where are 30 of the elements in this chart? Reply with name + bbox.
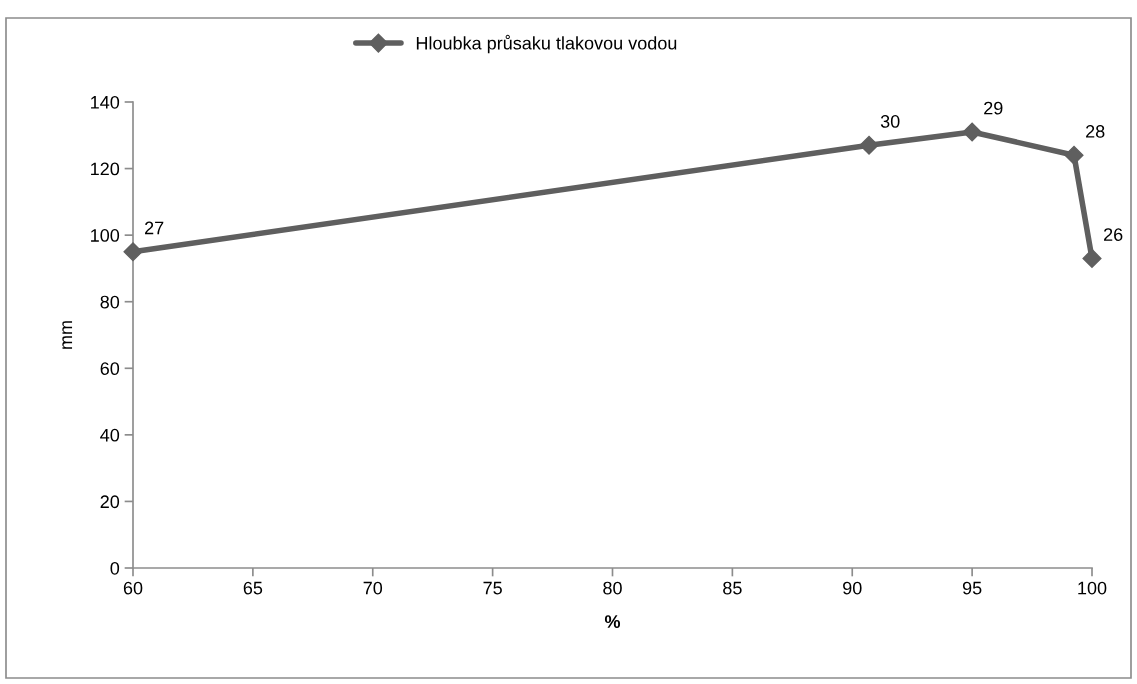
x-tick-label: 90	[843, 581, 862, 595]
annotation: 28	[1086, 125, 1105, 138]
annotation: 29	[984, 101, 1003, 115]
y-tick-label: 140	[91, 95, 120, 109]
y-tick-label: 0	[110, 561, 120, 575]
x-tick-label: 75	[483, 581, 502, 595]
y-tick-label: 60	[100, 362, 120, 376]
legend-label: Hloubka průsaku tlakovou vodou	[416, 34, 677, 54]
y-tick-label: 20	[100, 495, 120, 509]
point	[1064, 145, 1084, 165]
x-tick-label: 70	[363, 581, 383, 595]
x-tick-label: 60	[123, 581, 143, 595]
x-axis-title: %	[604, 615, 621, 628]
y-tick-label: 120	[91, 162, 120, 176]
point	[859, 135, 879, 155]
y-tick-label: 40	[100, 428, 120, 442]
point	[1082, 248, 1102, 268]
point	[123, 242, 143, 262]
x-tick-label: 80	[603, 581, 622, 595]
y-axis-title: mm	[62, 321, 73, 349]
x-tick-label: 95	[962, 581, 982, 595]
annotation: 30	[880, 115, 900, 128]
y-tick-label: 100	[91, 229, 120, 242]
annotation: 26	[1104, 228, 1123, 241]
point	[962, 122, 982, 142]
x-tick-label: 100	[1078, 581, 1107, 595]
x-tick-label: 65	[243, 581, 263, 595]
y-tick-label: 80	[100, 295, 120, 309]
annotation: 27	[145, 221, 164, 235]
x-tick-label: 85	[723, 581, 742, 595]
